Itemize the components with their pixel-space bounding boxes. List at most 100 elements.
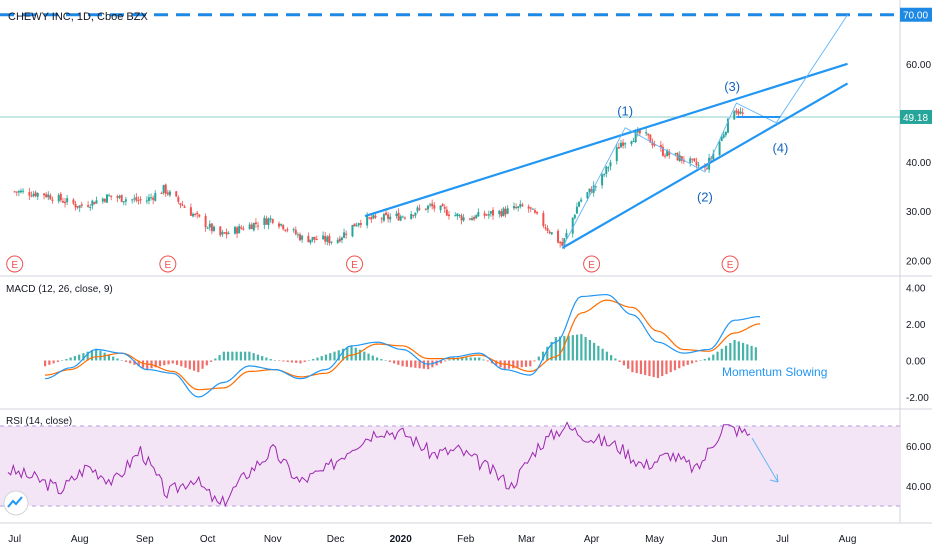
macd-histogram-bar: [69, 357, 72, 361]
macd-histogram-bar: [120, 360, 123, 361]
x-tick-label: Aug: [839, 534, 857, 545]
x-tick-label: Jul: [8, 534, 21, 545]
macd-histogram-bar: [171, 360, 174, 364]
macd-histogram-bar: [754, 347, 757, 361]
macd-histogram-bar: [716, 351, 719, 361]
candle-body: [345, 233, 348, 235]
macd-histogram-bar: [52, 360, 55, 364]
earnings-marker: [583, 255, 601, 273]
candle-body: [439, 205, 442, 211]
macd-histogram-bar: [699, 360, 702, 361]
macd-histogram-bar: [197, 360, 200, 373]
macd-histogram-bar: [656, 360, 660, 379]
macd-histogram-bar: [201, 360, 204, 369]
macd-tick-label: 2.00: [906, 320, 926, 331]
macd-histogram-bar: [473, 357, 477, 361]
candle-body: [359, 222, 362, 225]
candle-body: [529, 207, 532, 209]
candle-body: [424, 208, 427, 210]
macd-histogram-bar: [724, 345, 728, 361]
candle-body: [521, 204, 524, 207]
candle-body: [357, 223, 360, 226]
candle-body: [64, 201, 67, 204]
candle-body: [565, 232, 568, 238]
candle-body: [177, 197, 180, 202]
candle-body: [28, 192, 31, 196]
candle-body: [431, 203, 434, 207]
candle-body: [338, 238, 341, 242]
x-tick-label: Dec: [327, 534, 345, 545]
candle-body: [72, 199, 75, 204]
candle-body: [131, 199, 134, 201]
candle-body: [475, 215, 478, 219]
candle-body: [724, 131, 727, 136]
candle-body: [414, 212, 417, 216]
rsi-pane[interactable]: RSI (14, close): [0, 416, 900, 508]
macd-histogram-bar: [414, 360, 417, 368]
macd-annotation: Momentum Slowing: [722, 365, 827, 379]
macd-histogram-bar: [167, 360, 170, 365]
macd-tick-label: 4.00: [906, 283, 926, 294]
candle-body: [257, 225, 260, 227]
macd-histogram-bar: [733, 339, 736, 361]
candle-body: [462, 217, 465, 221]
candle-body: [139, 199, 142, 201]
candle-body: [580, 199, 583, 202]
rsi-forecast-arrow: [751, 437, 779, 483]
macd-histogram-bar: [337, 350, 340, 361]
macd-histogram-bar: [690, 360, 694, 364]
candle-body: [22, 190, 25, 192]
candle-body: [326, 236, 329, 242]
macd-histogram-bar: [112, 356, 115, 361]
candle-body: [374, 215, 377, 218]
candle-body: [78, 205, 81, 208]
macd-histogram-bar: [520, 360, 523, 368]
candle-body: [726, 118, 729, 133]
macd-histogram-bar: [248, 351, 251, 361]
candle-body: [227, 233, 230, 235]
macd-histogram-bar: [533, 360, 536, 362]
candle-body: [13, 191, 16, 193]
candle-body: [57, 195, 60, 202]
candle-body: [219, 226, 222, 236]
earnings-marker: [6, 255, 24, 273]
candle-body: [87, 205, 90, 207]
macd-histogram-bar: [461, 357, 464, 361]
candle-body: [93, 201, 96, 205]
candle-body: [661, 146, 664, 156]
macd-histogram-bar: [175, 360, 179, 365]
macd-histogram-bar: [205, 360, 208, 366]
rsi-forecast-arrowhead: [769, 473, 779, 483]
macd-histogram-bar: [720, 348, 723, 361]
candle-body: [280, 223, 283, 226]
candle-body: [133, 198, 136, 200]
macd-pane[interactable]: MACD (12, 26, close, 9) Momentum Slowing: [6, 284, 827, 398]
macd-signal-line: [44, 299, 761, 391]
candle-body: [307, 235, 310, 243]
candle-body: [617, 147, 620, 149]
macd-histogram-bar: [686, 360, 689, 365]
macd-histogram-bar: [652, 360, 655, 378]
candle-body: [605, 166, 608, 174]
macd-histogram-bar: [358, 349, 362, 361]
price-tick-label: 40.00: [906, 158, 931, 169]
candle-body: [212, 226, 215, 231]
x-tick-label: Sep: [136, 534, 154, 545]
candle-body: [426, 205, 429, 210]
macd-histogram-bar: [252, 353, 255, 361]
candle-body: [192, 213, 195, 217]
candle-body: [19, 190, 22, 193]
candle-body: [720, 136, 723, 142]
candle-body: [668, 151, 671, 156]
candle-body: [693, 158, 696, 161]
macd-histogram-bar: [341, 348, 345, 361]
candle-body: [722, 134, 725, 138]
macd-histogram-bar: [384, 360, 387, 361]
candle-body: [477, 212, 480, 217]
candle-body: [269, 218, 272, 220]
candle-body: [506, 208, 509, 214]
candle-body: [175, 191, 178, 197]
macd-histogram-bar: [741, 342, 745, 361]
wave-label: (4): [772, 140, 788, 155]
